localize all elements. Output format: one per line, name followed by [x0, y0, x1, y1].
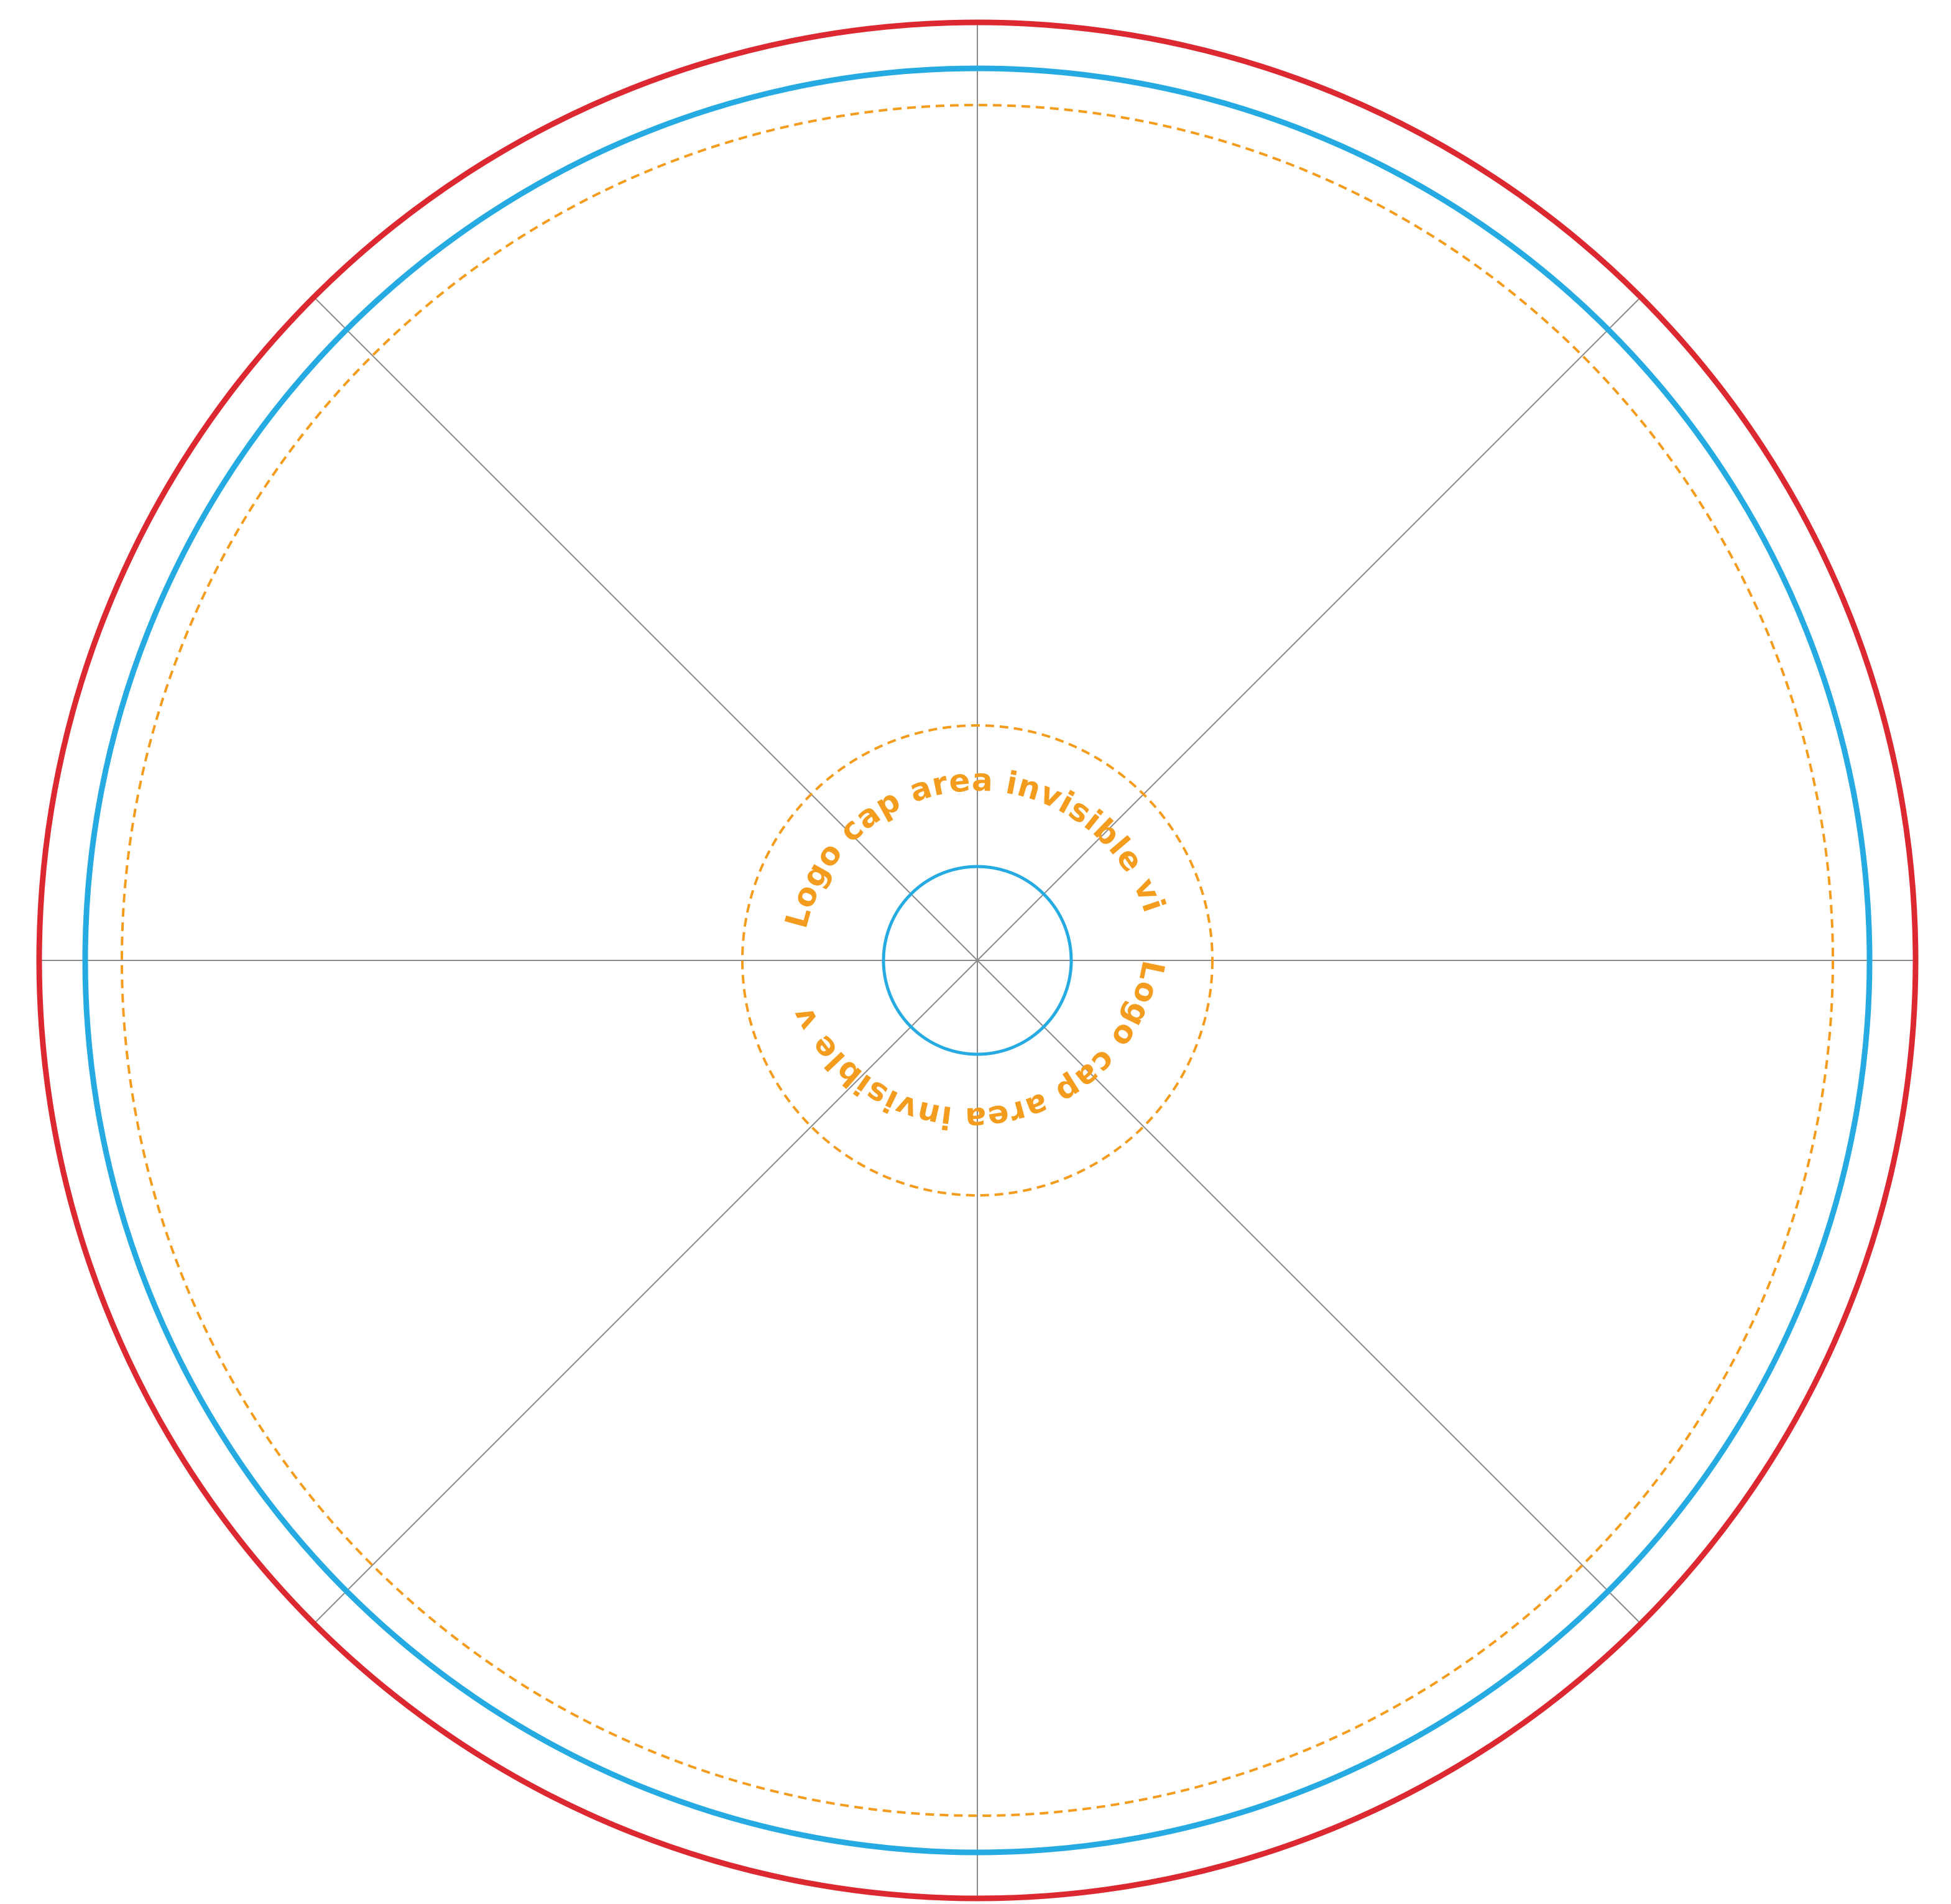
bleed-circle [36, 19, 1919, 1902]
segment-divider-line [977, 960, 1641, 1624]
safe-area-circle [121, 104, 1834, 1817]
logo-cap-area-circle [741, 724, 1214, 1197]
segment-divider-lines [39, 22, 1916, 1898]
center-cap-circle [882, 865, 1073, 1056]
segment-divider-line [313, 297, 978, 961]
trim-circle [82, 65, 1873, 1856]
logo-cap-label-top: Logo cap area invisible view [0, 0, 1173, 932]
segment-divider-line [313, 960, 978, 1624]
segment-divider-line [977, 297, 1641, 961]
